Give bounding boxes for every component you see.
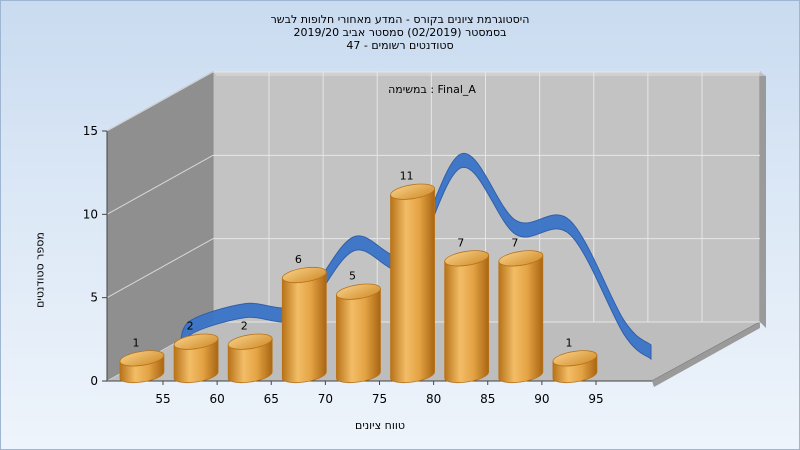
bar-60-65: 2 bbox=[227, 320, 273, 384]
chart-title: היסטוגרמת ציונים בקורס - המדע מאחורי חלו… bbox=[270, 13, 530, 26]
bar-body bbox=[336, 288, 381, 384]
x-tick-label: 60 bbox=[209, 392, 224, 406]
x-tick-label: 95 bbox=[588, 392, 603, 406]
y-tick-label: 15 bbox=[83, 124, 98, 138]
bar-value-label: 1 bbox=[132, 336, 139, 349]
grid-line-side bbox=[106, 238, 214, 299]
y-tick-label: 10 bbox=[83, 207, 98, 221]
wall-top-edge bbox=[213, 72, 766, 76]
bar-70-75: 5 bbox=[336, 270, 381, 384]
bar-value-label: 11 bbox=[400, 170, 414, 183]
bar-55-60: 2 bbox=[173, 320, 219, 384]
chart-enrolled: סטודנטים רשומים - 47 bbox=[346, 39, 454, 52]
bar-value-label: 7 bbox=[511, 236, 518, 249]
floor-edge bbox=[652, 322, 760, 387]
bar-value-label: 2 bbox=[241, 320, 248, 333]
bar-65-70: 6 bbox=[281, 253, 327, 384]
wall-edge bbox=[760, 72, 766, 328]
x-tick-label: 55 bbox=[155, 392, 170, 406]
bar-50-55: 1 bbox=[119, 336, 165, 384]
bar-85-90: 7 bbox=[498, 236, 544, 384]
bar-75-80: 11 bbox=[390, 170, 435, 384]
bar-top bbox=[336, 283, 381, 300]
grid-line-side bbox=[106, 154, 214, 215]
x-axis-label: טווח ציונים bbox=[355, 419, 405, 432]
bar-80-85: 7 bbox=[444, 236, 490, 384]
x-tick-label: 70 bbox=[318, 392, 333, 406]
bar-value-label: 5 bbox=[349, 270, 356, 283]
bar-value-label: 1 bbox=[565, 336, 572, 349]
y-tick-label: 5 bbox=[90, 291, 98, 305]
bar-value-label: 7 bbox=[457, 236, 464, 249]
x-tick-label: 80 bbox=[426, 392, 441, 406]
y-axis-label: מספר סטודנטים bbox=[33, 232, 47, 308]
bar-body bbox=[444, 255, 490, 384]
bar-body bbox=[498, 255, 544, 384]
bar-top bbox=[498, 250, 544, 267]
x-tick-label: 85 bbox=[480, 392, 495, 406]
bar-top bbox=[173, 333, 219, 350]
bar-top bbox=[444, 250, 490, 267]
x-tick-label: 90 bbox=[534, 392, 549, 406]
bar-top bbox=[390, 183, 435, 200]
bar-body bbox=[281, 271, 327, 384]
chart-semester: בסמסטר (02/2019) סמסטר אביב 2019/20 bbox=[293, 26, 507, 39]
bar-90-95: 1 bbox=[552, 336, 598, 384]
bar-top bbox=[281, 266, 327, 284]
bar-value-label: 6 bbox=[295, 253, 302, 266]
y-tick-label: 0 bbox=[90, 374, 98, 388]
bar-top bbox=[119, 350, 165, 367]
bar-top bbox=[227, 333, 273, 350]
grid-line-side bbox=[106, 71, 214, 132]
bar-top bbox=[552, 350, 598, 367]
chart-subtitle: במשימה : Final_A bbox=[388, 83, 476, 96]
bar-body bbox=[390, 188, 435, 384]
bar-value-label: 2 bbox=[187, 320, 194, 333]
x-tick-label: 65 bbox=[264, 392, 279, 406]
x-tick-label: 75 bbox=[372, 392, 387, 406]
